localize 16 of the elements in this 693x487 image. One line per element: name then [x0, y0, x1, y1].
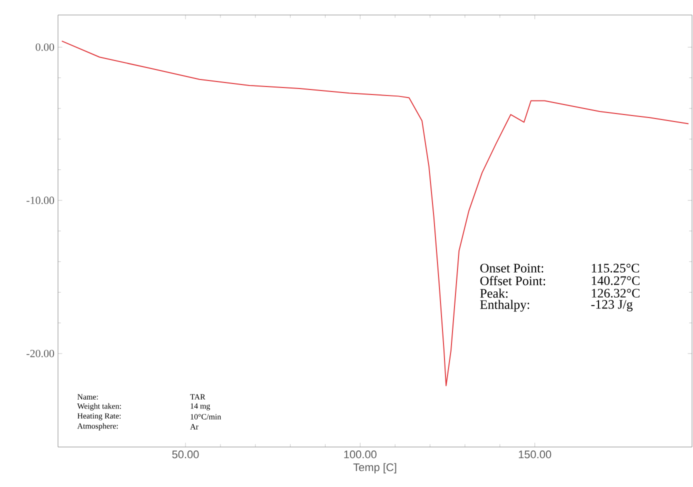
x-tick-label: 150.00 [518, 450, 552, 458]
y-tick-label: -20.00 [26, 350, 54, 358]
y-tick-label: 0.00 [36, 43, 54, 51]
annotation: -123 J/g [591, 300, 633, 312]
annotation: 115.25°C [592, 264, 640, 273]
annotation: Enthalpy: [480, 300, 530, 312]
annotation: Onset Point: [480, 264, 544, 273]
x-tick-label: 50.00 [172, 450, 199, 458]
annotation: Offset Point: [480, 276, 546, 286]
line-series [61, 40, 690, 386]
annotation: 140.27°C [592, 276, 640, 286]
y-tick-label: -10.00 [26, 196, 54, 204]
annotation: Peak: [480, 288, 508, 298]
x-axis-title: Temp [C] [353, 463, 396, 474]
annotation: 126.32°C [592, 288, 640, 298]
x-tick-label: 100.00 [344, 450, 376, 458]
